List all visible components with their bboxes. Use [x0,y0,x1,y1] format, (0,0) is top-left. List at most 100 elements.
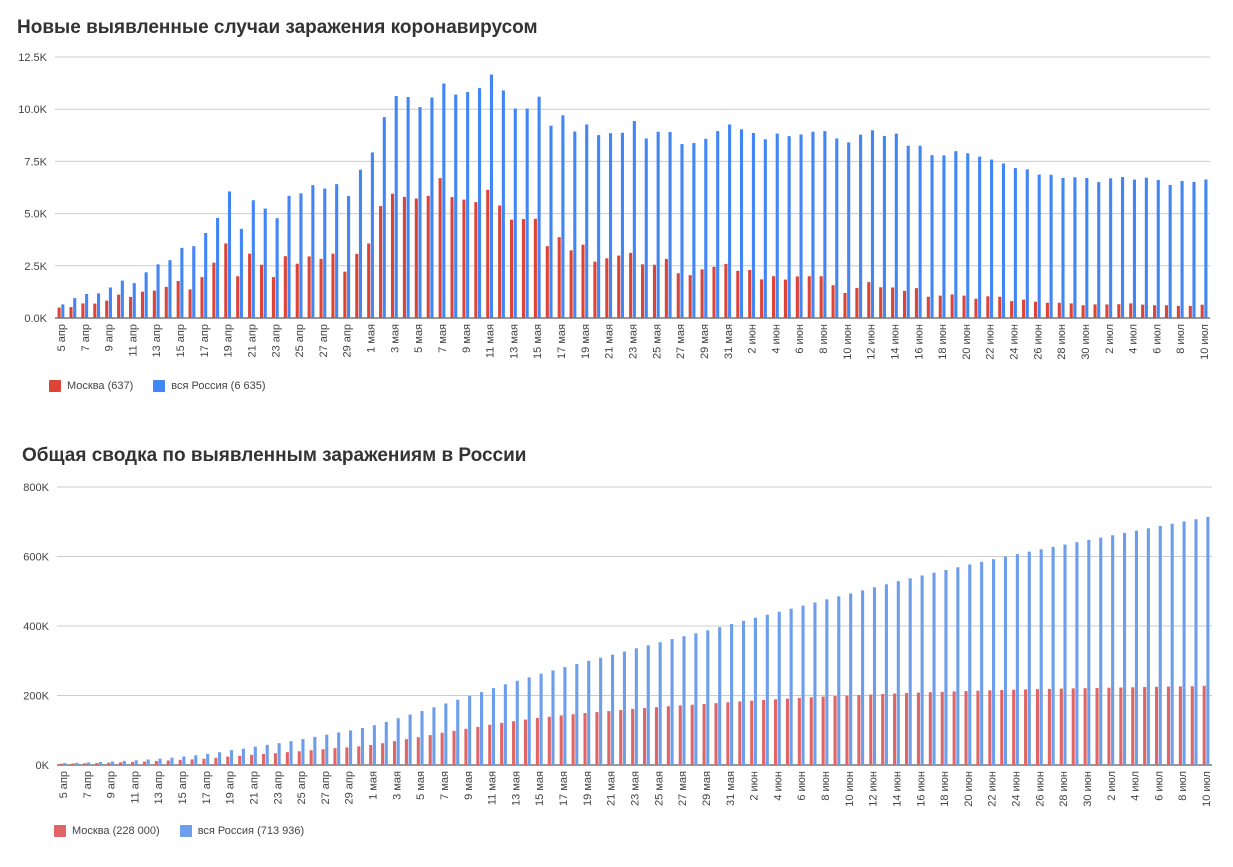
bar-russia [859,134,863,318]
bar-moscow [797,697,801,765]
bar-moscow [307,256,311,318]
bar-moscow [59,763,63,765]
bar-moscow [474,202,478,318]
bar-russia [847,142,851,318]
bar-russia [811,131,815,318]
bar-russia [918,145,922,318]
bar-russia [253,746,257,765]
bar-moscow [381,743,385,765]
bar-russia [906,145,910,318]
bar-russia [1204,179,1208,318]
bar-russia [180,247,184,318]
bar-russia [110,761,114,765]
bar-russia [1120,177,1125,318]
total-cases-legend: Москва (228 000) вся Россия (713 936) [54,825,324,837]
bar-moscow [250,754,254,765]
bar-moscow [750,700,754,765]
bar-russia [872,587,877,765]
bar-russia [251,200,255,318]
bar-moscow [1047,688,1051,765]
bar-moscow [1155,686,1159,765]
bar-russia [1075,542,1079,765]
bar-moscow [1035,689,1040,765]
bar-moscow [676,273,680,318]
x-tick-label: 2 июл [1104,324,1116,354]
bar-moscow [345,747,349,765]
bar-russia [716,131,720,318]
x-tick-label: 16 июн [915,771,927,807]
bar-moscow [521,219,526,318]
bar-russia [597,135,601,318]
bar-russia [1132,179,1136,318]
x-tick-label: 7 апр [82,771,94,798]
bar-russia [96,293,101,318]
bar-russia [539,673,543,765]
bar-moscow [343,271,347,318]
bar-russia [1087,539,1091,765]
bar-russia [728,124,732,318]
x-tick-label: 13 апр [153,771,165,804]
bar-russia [634,648,638,765]
bar-russia [1051,546,1055,765]
bar-moscow [998,296,1002,318]
bar-moscow [1119,687,1123,765]
bar-moscow [1129,303,1133,318]
bar-russia [63,763,67,765]
x-tick-label: 29 мая [699,324,711,359]
bar-moscow [881,694,885,765]
x-tick-label: 25 апр [296,771,308,804]
bar-russia [632,121,636,319]
bar-russia [682,636,686,765]
bar-moscow [202,758,206,765]
bar-russia [1039,549,1043,765]
bar-moscow [236,276,240,318]
bar-moscow [795,276,799,318]
x-tick-label: 8 июл [1177,771,1189,801]
bar-moscow [1176,305,1180,318]
bar-russia [944,570,948,765]
bar-russia [98,761,103,765]
bar-russia [347,196,351,318]
x-tick-label: 10 июн [842,324,854,360]
bar-moscow [678,705,682,765]
x-tick-label: 4 июл [1128,324,1140,354]
bar-moscow [976,690,980,765]
bar-moscow [845,695,849,765]
bar-russia [1146,528,1150,765]
x-tick-label: 10 июл [1199,324,1211,360]
x-tick-label: 8 июн [820,771,832,801]
bar-moscow [166,760,170,765]
x-tick-label: 21 апр [248,771,260,804]
bar-moscow [712,266,716,318]
bar-russia [992,559,996,765]
bar-moscow [212,262,216,318]
bar-moscow [1045,302,1049,318]
bar-russia [706,630,710,765]
bar-moscow [738,701,742,765]
y-tick-label: 7.5K [24,156,47,168]
x-tick-label: 13 апр [151,324,163,357]
bar-moscow [1059,688,1063,765]
bar-russia [1099,537,1103,765]
bar-moscow [771,276,776,318]
bar-moscow [714,703,718,765]
bar-moscow [928,692,932,765]
bar-russia [468,695,472,765]
bar-moscow [390,193,395,318]
x-tick-label: 22 июн [987,771,999,807]
bar-moscow [629,252,633,318]
bar-moscow [333,748,337,765]
x-tick-label: 28 июн [1056,324,1068,360]
bar-moscow [819,276,823,318]
bar-russia [241,748,245,765]
bar-russia [882,135,886,318]
bar-russia [1097,182,1101,318]
legend-swatch-russia [153,380,166,392]
x-tick-label: 15 апр [177,771,189,804]
bar-russia [337,732,341,765]
x-tick-label: 7 апр [80,324,92,351]
bar-russia [194,755,198,765]
x-tick-label: 28 июн [1058,771,1070,807]
bar-russia [1194,519,1198,765]
